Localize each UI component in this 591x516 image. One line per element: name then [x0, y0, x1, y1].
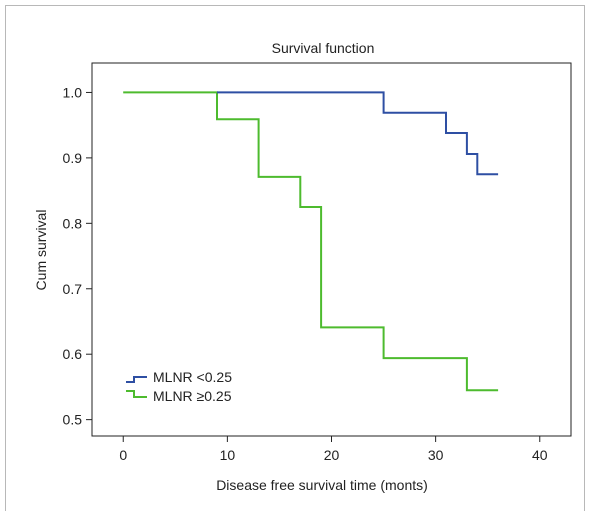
- x-tick-label: 40: [532, 447, 548, 463]
- chart-title: Survival function: [272, 40, 375, 56]
- figure-frame: [5, 5, 585, 511]
- y-tick-label: 1.0: [63, 84, 83, 100]
- y-tick-label: 0.7: [63, 281, 83, 297]
- y-axis-title: Cum survival: [33, 210, 49, 291]
- legend: MLNR <0.25 MLNR ≥0.25: [126, 369, 232, 404]
- series-line-2: [123, 91, 499, 392]
- y-tick-label: 0.6: [63, 346, 83, 362]
- y-tick-label: 0.9: [63, 150, 83, 166]
- legend-swatch-1: [126, 376, 147, 383]
- x-axis: 0 10 20 30 40: [119, 436, 548, 463]
- series-layer: [123, 91, 499, 392]
- legend-swatch-2: [126, 390, 147, 398]
- y-axis: 0.5 0.6 0.7 0.8 0.9 1.0: [63, 84, 92, 428]
- x-tick-label: 20: [324, 447, 340, 463]
- y-tick-label: 0.5: [63, 412, 83, 428]
- x-tick-label: 30: [428, 447, 444, 463]
- legend-label-2: MLNR ≥0.25: [153, 388, 232, 404]
- x-tick-label: 0: [119, 447, 127, 463]
- legend-label-1: MLNR <0.25: [153, 369, 232, 385]
- x-axis-title: Disease free survival time (monts): [216, 477, 428, 493]
- series-line-1: [217, 91, 499, 176]
- y-tick-label: 0.8: [63, 215, 83, 231]
- x-tick-label: 10: [220, 447, 236, 463]
